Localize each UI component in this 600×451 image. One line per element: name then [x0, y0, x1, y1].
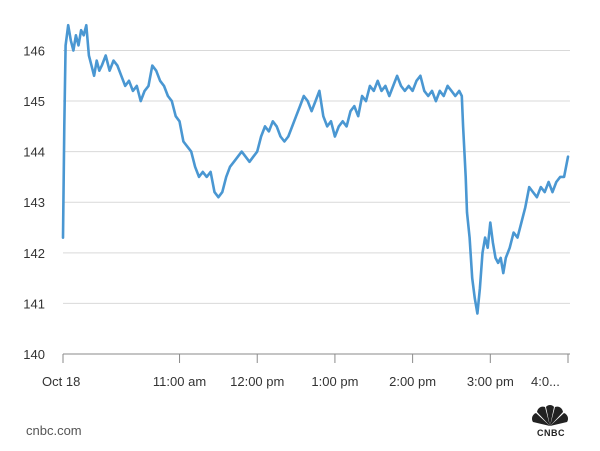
- y-tick-label: 142: [23, 246, 45, 261]
- cnbc-logo-text: CNBC: [537, 428, 565, 438]
- x-axis-labels: Oct 18 11:00 am 12:00 pm 1:00 pm 2:00 pm 3:00…: [42, 374, 560, 389]
- source-label: cnbc.com: [26, 423, 82, 438]
- x-tick-label: 1:00 pm: [311, 374, 358, 389]
- y-tick-label: 144: [23, 145, 45, 160]
- y-tick-label: 143: [23, 195, 45, 210]
- x-tick-label: Oct 18: [42, 374, 80, 389]
- x-tick-label: 12:00 pm: [230, 374, 284, 389]
- x-axis-ticks: [62, 354, 569, 363]
- cnbc-peacock-logo: [531, 405, 569, 426]
- y-tick-label: 146: [23, 43, 45, 58]
- y-axis-labels: 140 141 142 143 144 145 146: [23, 43, 45, 362]
- x-tick-label: 3:00 pm: [467, 374, 514, 389]
- y-tick-label: 141: [23, 296, 45, 311]
- gridlines: [63, 49, 570, 304]
- x-tick-label: 2:00 pm: [389, 374, 436, 389]
- y-tick-label: 140: [23, 347, 45, 362]
- x-tick-label: 11:00 am: [153, 374, 206, 389]
- x-tick-label: 4:0...: [531, 374, 560, 389]
- y-tick-label: 145: [23, 94, 45, 109]
- price-series-line: [61, 23, 570, 315]
